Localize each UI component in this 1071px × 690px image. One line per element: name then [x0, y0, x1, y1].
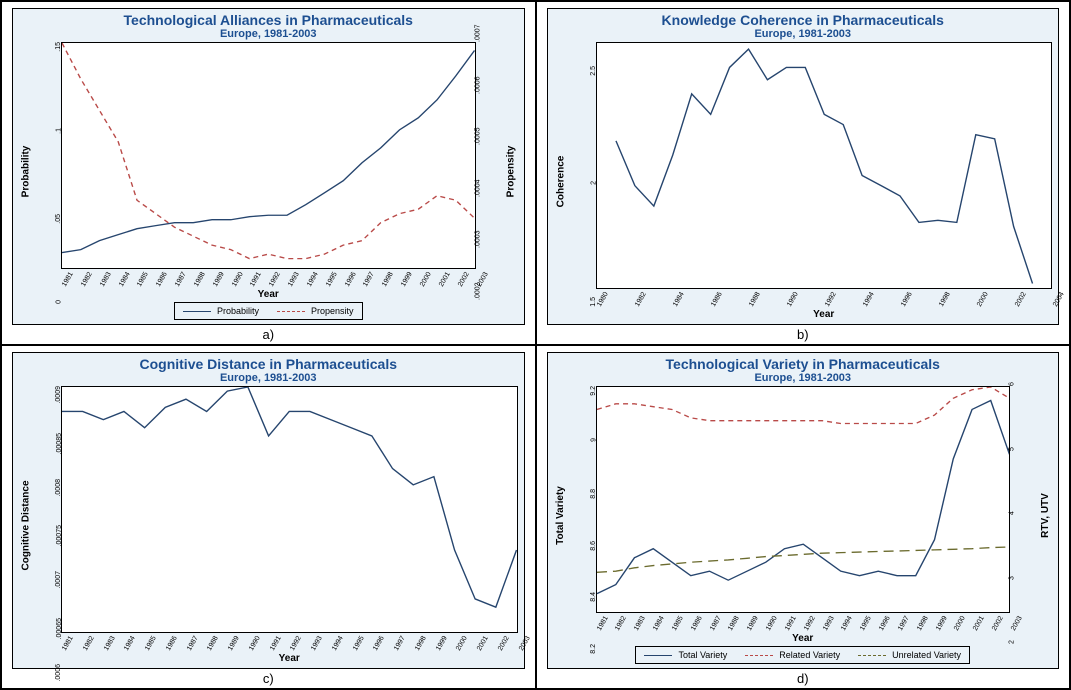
yticks-left-c: .0006.00065.0007.00075.0008.00085.0009: [33, 386, 61, 664]
xticks-d: 1981198219831984198519861987198819891990…: [596, 613, 1011, 635]
yticks-right-a: .0002.0003.0004.0005.0006.0007: [476, 42, 504, 300]
yticks-left-d: 8.28.48.68.899.2: [568, 386, 596, 644]
caption-b: b): [797, 327, 809, 342]
ylabel-left-a: Probability: [19, 42, 33, 300]
ylabel-left-d: Total Variety: [554, 386, 568, 644]
chart-outer-c: Cognitive Distance in Pharmaceuticals Eu…: [12, 352, 525, 669]
caption-d: d): [797, 671, 809, 686]
plot-area-c: [61, 386, 518, 633]
plot-svg-d: [597, 387, 1010, 612]
chart-subtitle-b: Europe, 1981-2003: [554, 28, 1053, 40]
legend-d: Total VarietyRelated VarietyUnrelated Va…: [635, 646, 970, 664]
xticks-b: 1980198219841986198819901992199419961998…: [596, 289, 1053, 311]
chart-outer-d: Technological Variety in Pharmaceuticals…: [547, 352, 1060, 669]
legend-a: ProbabilityPropensity: [174, 302, 363, 320]
ylabel-right-a: Propensity: [504, 42, 518, 300]
chart-outer-b: Knowledge Coherence in Pharmaceuticals E…: [547, 8, 1060, 325]
plot-area-b: [596, 42, 1053, 289]
yticks-left-b: 1.522.5: [568, 42, 596, 320]
chart-title-b: Knowledge Coherence in Pharmaceuticals: [554, 13, 1053, 28]
plot-svg-b: [597, 43, 1052, 288]
xticks-c: 1981198219831984198519861987198819891990…: [61, 633, 518, 655]
plot-area-d: [596, 386, 1011, 613]
chart-subtitle-c: Europe, 1981-2003: [19, 372, 518, 384]
panel-b: Knowledge Coherence in Pharmaceuticals E…: [536, 1, 1071, 345]
chart-outer-a: Technological Alliances in Pharmaceutica…: [12, 8, 525, 325]
chart-subtitle-a: Europe, 1981-2003: [19, 28, 518, 40]
chart-grid: Technological Alliances in Pharmaceutica…: [0, 0, 1071, 690]
panel-c: Cognitive Distance in Pharmaceuticals Eu…: [1, 345, 536, 689]
xticks-a: 1981198219831984198519861987198819891990…: [61, 269, 476, 291]
panel-d: Technological Variety in Pharmaceuticals…: [536, 345, 1071, 689]
ylabel-left-c: Cognitive Distance: [19, 386, 33, 664]
yticks-left-a: 0.05.1.15: [33, 42, 61, 300]
panel-a: Technological Alliances in Pharmaceutica…: [1, 1, 536, 345]
chart-subtitle-d: Europe, 1981-2003: [554, 372, 1053, 384]
ylabel-left-b: Coherence: [554, 42, 568, 320]
plot-svg-a: [62, 43, 475, 268]
caption-c: c): [263, 671, 274, 686]
chart-title-d: Technological Variety in Pharmaceuticals: [554, 357, 1053, 372]
ylabel-right-d: RTV, UTV: [1038, 386, 1052, 644]
plot-area-a: [61, 42, 476, 269]
plot-svg-c: [62, 387, 517, 632]
yticks-right-d: 23456: [1010, 386, 1038, 644]
caption-a: a): [262, 327, 274, 342]
chart-title-a: Technological Alliances in Pharmaceutica…: [19, 13, 518, 28]
chart-title-c: Cognitive Distance in Pharmaceuticals: [19, 357, 518, 372]
